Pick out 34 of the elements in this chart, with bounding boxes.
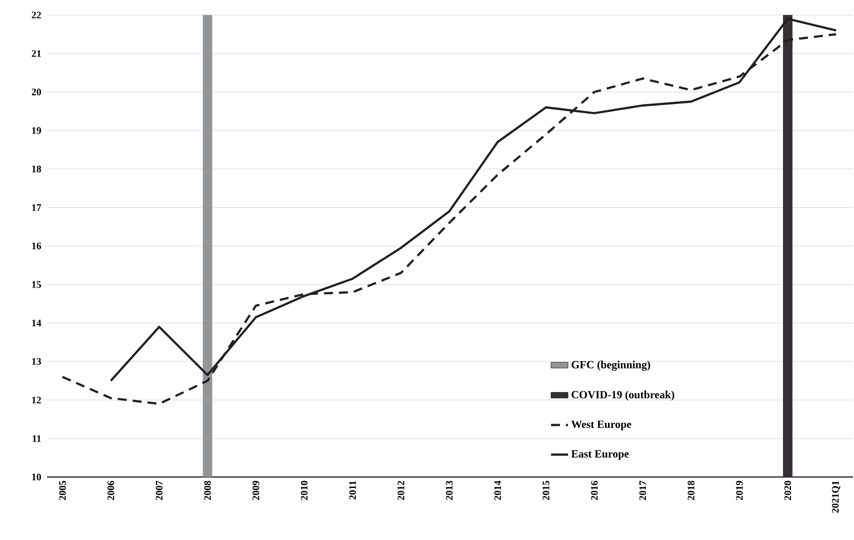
x-tick-label: 2019 [736,480,743,500]
x-tick-label: 2011 [349,481,356,500]
y-tick-label: 16 [32,242,42,250]
x-tick-label: 2008 [204,480,211,500]
x-tick-label: 2016 [590,480,598,500]
x-tick-label: 2010 [300,480,308,500]
y-tick-label: 19 [32,127,41,134]
y-tick-label: 12 [32,396,41,404]
y-tick-label: 11 [32,435,41,442]
y-tick-label: 18 [32,166,42,172]
legend-label: East Europe [571,450,629,460]
x-tick-label: 2012 [398,480,404,500]
x-tick-label: 2009 [252,480,260,500]
y-tick-label: 20 [32,88,41,96]
y-tick-label: 10 [32,474,41,480]
y-tick-label: 14 [32,320,42,326]
y-tick-label: 17 [32,204,42,211]
x-tick-label: 2014 [494,480,501,500]
x-tick-label: 2017 [639,480,646,500]
x-tick-label: 2020 [784,480,792,500]
y-tick-label: 21 [32,50,41,57]
legend-label: West Europe [571,420,632,430]
x-tick-label: 2006 [107,480,114,500]
x-tick-label: 2013 [446,480,453,500]
x-tick-label: 2005 [59,480,66,500]
legend-label: COVID-19 (outbreak) [572,390,674,401]
y-tick-label: 13 [32,358,42,365]
legend-label: GFC (beginning) [572,360,650,371]
y-tick-label: 22 [32,12,41,18]
x-tick-label: 2021Q1 [832,481,840,513]
x-tick-label: 2007 [156,480,163,500]
y-tick-label: 15 [32,281,41,288]
x-tick-label: 2018 [688,480,694,500]
x-tick-label: 2015 [542,480,550,500]
